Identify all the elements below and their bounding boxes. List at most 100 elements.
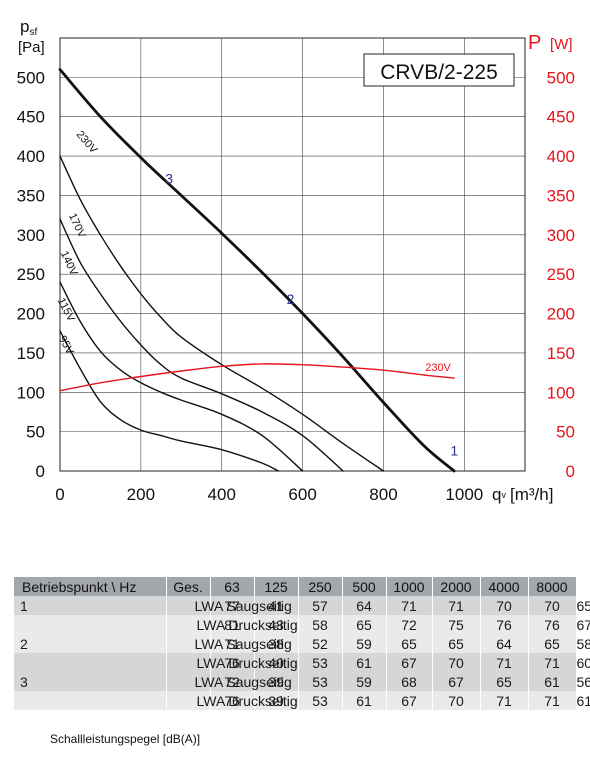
- band-level-cell: 64: [342, 596, 387, 615]
- band-level-cell: 40: [254, 653, 299, 672]
- y2-tick-label: 500: [547, 68, 575, 87]
- band-level-cell: 67: [432, 672, 481, 691]
- band-level-cell: 59: [342, 634, 387, 653]
- band-level-cell: 53: [298, 653, 343, 672]
- band-level-cell: 58: [298, 615, 343, 634]
- band-level-cell: 64: [480, 634, 529, 653]
- y2-tick-label: 0: [566, 462, 575, 481]
- band-level-cell: 67: [386, 653, 433, 672]
- x-tick-label: 1000: [445, 485, 483, 504]
- band-level-cell: 61: [342, 653, 387, 672]
- measurement-type-cell: LWA Druckseitig: [166, 653, 298, 672]
- band-level-cell: 70: [432, 653, 481, 672]
- band-level-cell: 70: [432, 691, 481, 710]
- x-tick-label: 800: [369, 485, 397, 504]
- header-band: 500: [342, 577, 387, 596]
- y-tick-label: 450: [17, 108, 45, 127]
- band-level-cell: 67: [386, 691, 433, 710]
- header-band: 125: [254, 577, 299, 596]
- x-axis-symbol: q: [492, 485, 501, 504]
- header-operating-point: Betriebspunkt \ Hz: [14, 577, 167, 596]
- total-level-cell: 71: [210, 634, 255, 653]
- model-title: CRVB/2-225: [380, 61, 498, 84]
- band-level-cell: 57: [298, 596, 343, 615]
- operating-point-label: 1: [450, 442, 458, 458]
- operating-point-cell: 1: [14, 596, 167, 615]
- y-tick-label: 250: [17, 265, 45, 284]
- operating-point-cell: 2: [14, 634, 167, 653]
- y2-tick-label: 250: [547, 265, 575, 284]
- band-level-cell: 71: [528, 691, 577, 710]
- measurement-type-cell: LWA Saugseitig: [166, 672, 292, 691]
- y-tick-label: 400: [17, 147, 45, 166]
- total-level-cell: 81: [210, 615, 255, 634]
- band-level-cell: 65: [342, 615, 387, 634]
- y-tick-label: 500: [17, 68, 45, 87]
- band-level-cell: 38: [254, 634, 299, 653]
- band-level-cell: 53: [298, 691, 343, 710]
- measurement-type-cell: LWA Saugseitig: [166, 596, 292, 615]
- x-tick-label: 400: [208, 485, 236, 504]
- band-level-cell: 75: [432, 615, 481, 634]
- header-band: 2000: [432, 577, 481, 596]
- y2-tick-label: 200: [547, 305, 575, 324]
- y-axis-subscript: sf: [29, 27, 37, 38]
- pressure-curve-95v: [59, 330, 279, 472]
- y2-axis-unit: [W]: [550, 36, 573, 53]
- pressure-curve-140v: [59, 218, 344, 472]
- power-curve-230v: [59, 363, 455, 392]
- y-tick-label: 50: [26, 423, 45, 442]
- band-level-cell: 39: [254, 672, 299, 691]
- y-tick-label: 0: [36, 462, 45, 481]
- band-level-cell: 61: [528, 672, 577, 691]
- band-level-cell: 76: [480, 615, 529, 634]
- curve-voltage-label: 170V: [66, 211, 88, 240]
- table-row: LWA Druckseitig814358657275767667: [14, 615, 590, 634]
- pressure-curve-230v: [58, 68, 456, 473]
- curves: [58, 68, 456, 473]
- operating-point-label: 2: [287, 291, 295, 307]
- band-level-cell: 71: [480, 653, 529, 672]
- y-axis-symbol: p: [20, 17, 29, 36]
- y2-tick-label: 150: [547, 344, 575, 363]
- band-level-cell: 59: [342, 672, 387, 691]
- band-level-cell: 65: [386, 634, 433, 653]
- band-level-cell: 72: [386, 615, 433, 634]
- table-row: LWA Druckseitig764053616770717160: [14, 653, 590, 672]
- curve-voltage-label: 230V: [425, 362, 451, 374]
- band-level-cell: 76: [528, 615, 577, 634]
- header-band: 8000: [528, 577, 577, 596]
- band-level-cell: 71: [386, 596, 433, 615]
- band-level-cell: 70: [480, 596, 529, 615]
- y-tick-label: 150: [17, 344, 45, 363]
- operating-point-cell: [14, 653, 167, 672]
- x-axis-subscript: v: [501, 490, 506, 500]
- table-row: LWA Druckseitig763953616770717161: [14, 691, 590, 710]
- band-level-cell: 39: [254, 691, 299, 710]
- curve-voltage-label: 115V: [55, 296, 77, 324]
- model-title-box: [363, 53, 515, 87]
- band-level-cell: 43: [254, 615, 299, 634]
- tick-labels: 0 200 400 600 800 100005010015020025030035040…: [17, 68, 575, 504]
- y2-tick-label: 450: [547, 108, 575, 127]
- table-header-row: Betriebspunkt \ Hz Ges. 63 125 250 500 1…: [14, 577, 577, 596]
- grid: [59, 38, 525, 472]
- fan-performance-chart: 230V 170V 140V 115V 95V 230V 3 2 1 0 200 400 600 800…: [17, 17, 575, 504]
- pressure-curve-115v: [59, 281, 304, 472]
- band-level-cell: 53: [298, 672, 343, 691]
- header-band: 250: [298, 577, 343, 596]
- table-note: Schallleistungspegel [dB(A)]: [50, 732, 201, 746]
- operating-point-cell: 3: [14, 672, 167, 691]
- x-axis-label: qv [m³/h]: [492, 485, 553, 504]
- y-tick-label: 200: [17, 305, 45, 324]
- header-band: 4000: [480, 577, 529, 596]
- x-tick-label: 200: [127, 485, 155, 504]
- header-total: Ges.: [166, 577, 211, 596]
- y2-tick-label: 400: [547, 147, 575, 166]
- y2-tick-label: 50: [556, 423, 575, 442]
- y2-tick-label: 100: [547, 383, 575, 402]
- sound-power-table: Betriebspunkt \ Hz Ges. 63 125 250 500 1…: [14, 577, 590, 710]
